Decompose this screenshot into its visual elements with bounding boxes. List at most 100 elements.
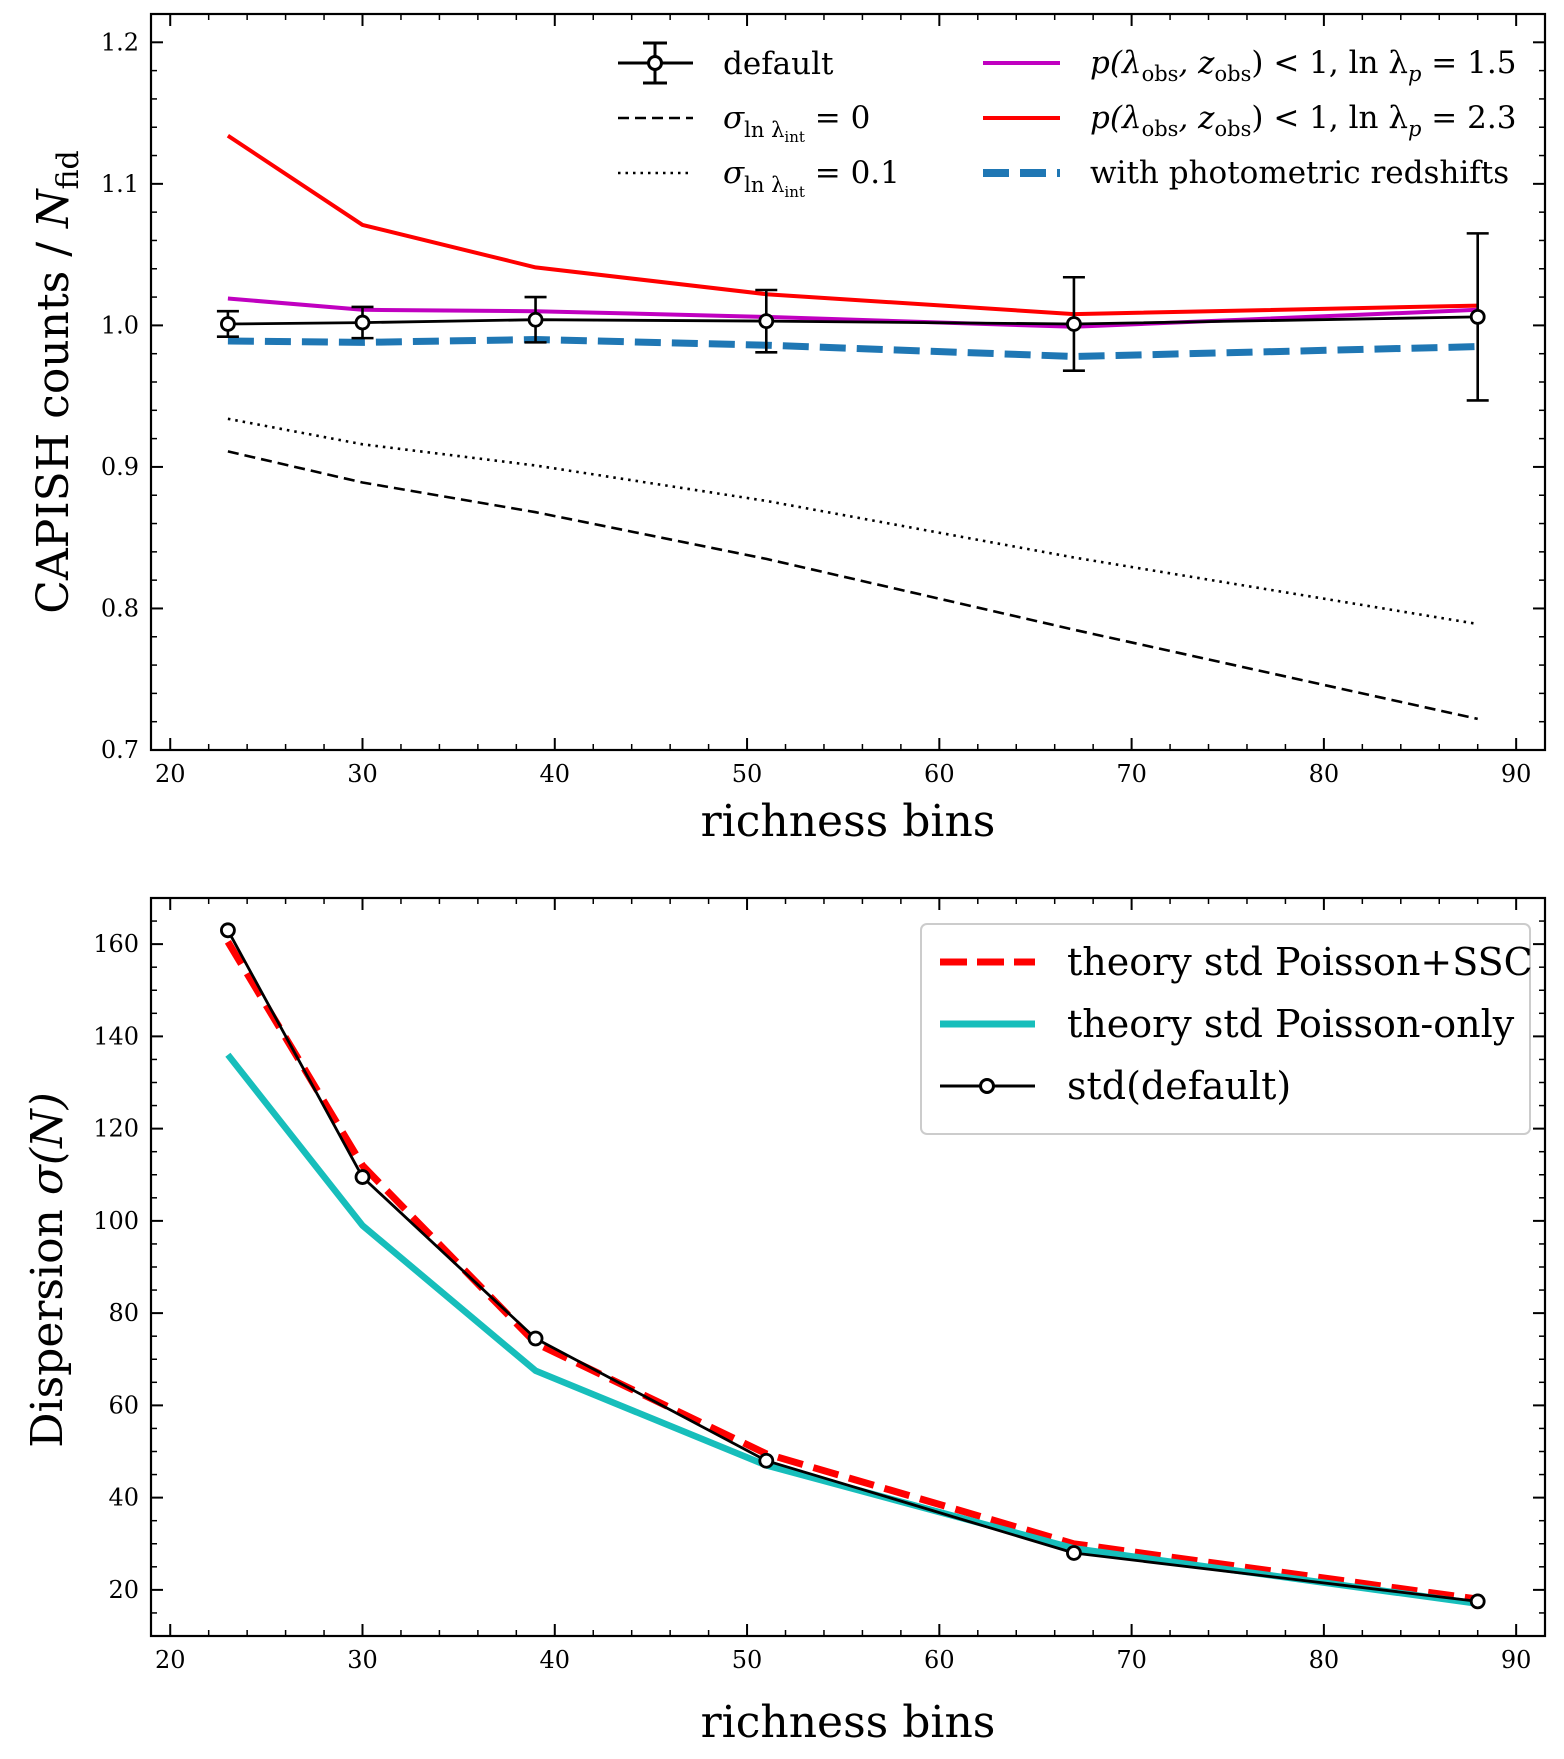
y-axis-label-sub: fid xyxy=(51,150,86,189)
x-tick-label: 50 xyxy=(732,760,763,788)
series-line xyxy=(226,134,1478,317)
x-tick-label: 50 xyxy=(732,1646,763,1674)
series-layer xyxy=(220,922,1486,1610)
x-tick-label: 90 xyxy=(1501,1646,1532,1674)
y-tick-label: 100 xyxy=(93,1207,139,1235)
legend-sigma-0-sub: ln λ xyxy=(744,118,784,142)
legend-label-poisson-ssc: theory std Poisson+SSC xyxy=(1067,940,1533,984)
legend-entry-lnlp-23: p(λobs, zobs) < 1, ln λp = 2.3 xyxy=(983,100,1516,141)
legend-lnlp-15-s1: obs xyxy=(1142,62,1179,86)
x-tick-label: 60 xyxy=(924,760,955,788)
legend-lnlp-23-s3: p xyxy=(1408,117,1421,141)
legend-lnlp-23-s2: obs xyxy=(1215,117,1252,141)
axis-ticks xyxy=(151,897,1545,1637)
legend-top: default σln λint = 0 σln λint = 0.1 p(λo… xyxy=(618,41,1516,201)
y-tick-label: 140 xyxy=(93,1022,139,1050)
series-line xyxy=(226,929,1478,1603)
legend-label-lnlp-23: p(λobs, zobs) < 1, ln λp = 2.3 xyxy=(1090,100,1516,141)
x-tick-label: 30 xyxy=(347,1646,378,1674)
legend-lnlp-23-mid: , z xyxy=(1178,100,1215,136)
legend-label-sigma-0: σln λint = 0 xyxy=(723,100,870,146)
legend-label-lnlp-15: p(λobs, zobs) < 1, ln λp = 1.5 xyxy=(1090,45,1516,86)
x-axis-label: richness bins xyxy=(701,1697,996,1748)
legend-entry-default: default xyxy=(618,41,834,85)
data-point xyxy=(1066,1545,1082,1561)
x-tick-label: 20 xyxy=(155,760,186,788)
legend-lnlp-23-end: = 2.3 xyxy=(1421,100,1516,136)
y-tick-label: 160 xyxy=(93,930,139,958)
x-tick-label: 70 xyxy=(1116,1646,1147,1674)
legend-sigma-01-rest: = 0.1 xyxy=(805,155,900,191)
y-tick-labels: 0.7 0.8 0.9 1.0 1.1 1.2 xyxy=(101,28,139,764)
series-line xyxy=(227,336,1478,360)
legend-label-std-default: std(default) xyxy=(1067,1064,1291,1108)
x-tick-label: 20 xyxy=(155,1646,186,1674)
legend-box xyxy=(920,923,1531,1135)
y-tick-label: 0.8 xyxy=(101,594,139,622)
data-point xyxy=(354,1169,371,1185)
data-point xyxy=(220,316,236,332)
legend-sigma-01-subsub: int xyxy=(784,183,805,201)
series-line xyxy=(227,417,1478,626)
y-tick-label: 1.2 xyxy=(101,28,139,56)
legend-sigma-01-sigma: σ xyxy=(723,155,745,191)
x-tick-label: 90 xyxy=(1501,760,1532,788)
series-line xyxy=(225,1052,1479,1607)
x-tick-labels: 20 30 40 50 60 70 80 90 xyxy=(155,760,1531,788)
y-axis-label-main: Dispersion xyxy=(22,1195,73,1448)
x-tick-label: 80 xyxy=(1309,760,1340,788)
series-layer xyxy=(216,134,1489,721)
y-tick-labels: 20 40 60 80 100 120 140 160 xyxy=(93,930,139,1604)
x-tick-label: 80 xyxy=(1309,1646,1340,1674)
legend-label-photo-z: with photometric redshifts xyxy=(1090,155,1509,191)
data-point xyxy=(1066,316,1082,332)
legend-entry-poisson-ssc: theory std Poisson+SSC xyxy=(940,940,1533,984)
legend-handle-std-marker xyxy=(979,1078,995,1094)
data-point xyxy=(758,1452,775,1469)
data-point xyxy=(354,314,371,331)
y-tick-label: 60 xyxy=(108,1391,139,1419)
y-tick-label: 80 xyxy=(108,1299,139,1327)
x-tick-labels: 20 30 40 50 60 70 80 90 xyxy=(155,1646,1531,1674)
legend-sigma-0-subsub: int xyxy=(784,128,805,146)
y-axis-label: Dispersion σ(N) xyxy=(22,1092,73,1448)
y-tick-label: 0.7 xyxy=(101,736,139,764)
legend-entry-poisson-only: theory std Poisson-only xyxy=(940,1002,1515,1046)
legend-label-default: default xyxy=(723,46,834,82)
series-line xyxy=(227,450,1478,721)
chart-top: 0.7 0.8 0.9 1.0 1.1 1.2 20 30 40 50 60 70 80 90 rich… xyxy=(28,12,1547,847)
y-axis-label-var: N xyxy=(28,188,79,229)
data-point xyxy=(1469,308,1486,325)
legend-label-poisson-only: theory std Poisson-only xyxy=(1067,1002,1515,1046)
data-point xyxy=(220,922,236,939)
y-tick-label: 1.0 xyxy=(101,311,139,339)
legend-lnlp-23-pre: p(λ xyxy=(1090,100,1142,136)
x-tick-label: 70 xyxy=(1116,760,1147,788)
axis-ticks xyxy=(151,13,1545,751)
y-axis-label: CAPISH counts / Nfid xyxy=(28,150,86,614)
y-tick-label: 120 xyxy=(93,1115,139,1143)
legend-lnlp-15-post: ) < 1, ln λ xyxy=(1251,45,1408,81)
data-point xyxy=(1469,1593,1486,1610)
x-tick-label: 40 xyxy=(540,760,571,788)
legend-lnlp-15-s2: obs xyxy=(1215,62,1252,86)
y-tick-label: 20 xyxy=(108,1576,139,1604)
data-point xyxy=(758,313,775,330)
legend-entry-photo-z: with photometric redshifts xyxy=(983,155,1509,191)
legend-label-sigma-01: σln λint = 0.1 xyxy=(723,155,900,201)
legend-lnlp-15-end: = 1.5 xyxy=(1421,45,1516,81)
data-point xyxy=(527,311,544,328)
legend-lnlp-15-mid: , z xyxy=(1178,45,1215,81)
x-tick-label: 30 xyxy=(347,760,378,788)
legend-lnlp-23-s1: obs xyxy=(1142,117,1179,141)
legend-entry-sigma-0: σln λint = 0 xyxy=(618,100,870,146)
x-axis-label: richness bins xyxy=(701,796,996,847)
legend-sigma-0-rest: = 0 xyxy=(805,100,870,136)
legend-lnlp-15-s3: p xyxy=(1408,62,1421,86)
y-tick-label: 40 xyxy=(108,1484,139,1512)
y-axis-label-var: σ(N) xyxy=(22,1092,73,1195)
legend-bottom: theory std Poisson+SSC theory std Poisso… xyxy=(920,923,1533,1135)
x-tick-label: 40 xyxy=(540,1646,571,1674)
legend-lnlp-15-pre: p(λ xyxy=(1090,45,1142,81)
